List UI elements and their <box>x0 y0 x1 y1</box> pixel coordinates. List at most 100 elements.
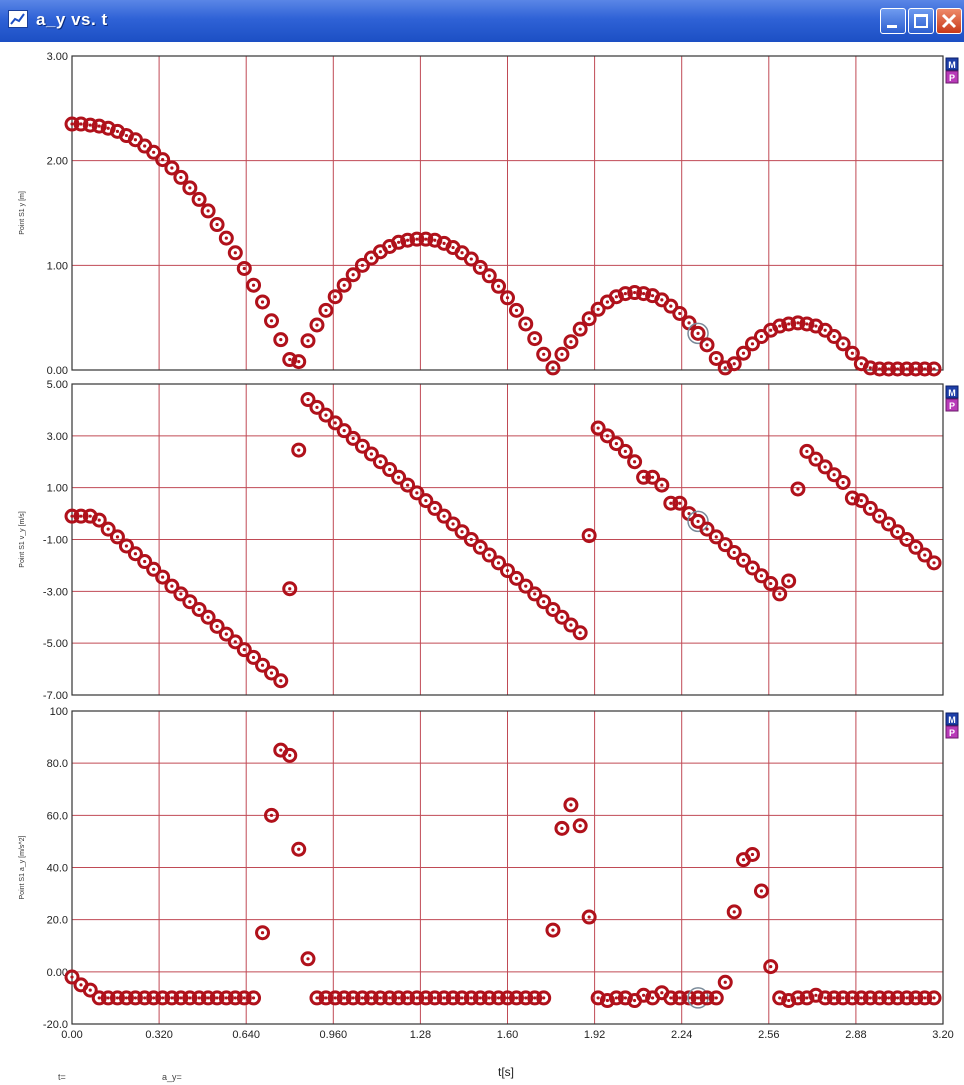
velocity-data-point[interactable] <box>336 423 352 439</box>
title-bar[interactable]: a_y vs. t <box>0 0 964 42</box>
acceleration-data-point[interactable] <box>744 846 760 862</box>
velocity-data-point[interactable] <box>726 544 742 560</box>
velocity-data-point[interactable] <box>282 581 298 597</box>
velocity-data-point[interactable] <box>436 508 452 524</box>
acceleration-data-point[interactable] <box>926 990 942 1006</box>
acceleration-data-point[interactable] <box>663 990 679 1006</box>
acceleration-data-point[interactable] <box>781 993 797 1009</box>
velocity-data-point[interactable] <box>808 451 824 467</box>
acceleration-p-button[interactable]: P <box>945 725 959 739</box>
velocity-data-point[interactable] <box>472 539 488 555</box>
velocity-data-point[interactable] <box>735 552 751 568</box>
velocity-data-point[interactable] <box>926 555 942 571</box>
acceleration-data-point[interactable] <box>236 990 252 1006</box>
acceleration-data-point[interactable] <box>726 904 742 920</box>
position-data-point[interactable] <box>862 360 878 376</box>
acceleration-data-point[interactable] <box>717 974 733 990</box>
position-data-point[interactable] <box>781 316 797 332</box>
position-data-point[interactable] <box>481 268 497 284</box>
velocity-data-point[interactable] <box>100 521 116 537</box>
acceleration-data-point[interactable] <box>173 990 189 1006</box>
velocity-p-button[interactable]: P <box>945 398 959 412</box>
position-data-point[interactable] <box>908 361 924 377</box>
acceleration-data-point[interactable] <box>282 747 298 763</box>
velocity-data-point[interactable] <box>872 508 888 524</box>
velocity-data-point[interactable] <box>109 529 125 545</box>
acceleration-data-point[interactable] <box>91 990 107 1006</box>
acceleration-data-point[interactable] <box>82 982 98 998</box>
acceleration-data-point[interactable] <box>345 990 361 1006</box>
velocity-data-point[interactable] <box>663 495 679 511</box>
position-data-point[interactable] <box>708 350 724 366</box>
position-m-button[interactable]: M <box>945 57 959 71</box>
acceleration-data-point[interactable] <box>599 993 615 1009</box>
position-data-point[interactable] <box>227 245 243 261</box>
velocity-data-point[interactable] <box>91 512 107 528</box>
velocity-data-point[interactable] <box>291 442 307 458</box>
acceleration-data-point[interactable] <box>218 990 234 1006</box>
acceleration-data-point[interactable] <box>318 990 334 1006</box>
velocity-data-point[interactable] <box>73 508 89 524</box>
position-data-point[interactable] <box>191 191 207 207</box>
position-data-point[interactable] <box>291 354 307 370</box>
position-data-point[interactable] <box>264 313 280 329</box>
velocity-data-point[interactable] <box>500 563 515 579</box>
acceleration-data-point[interactable] <box>463 990 479 1006</box>
acceleration-data-point[interactable] <box>500 990 515 1006</box>
velocity-data-point[interactable] <box>853 493 869 509</box>
position-data-point[interactable] <box>236 260 252 276</box>
position-data-point[interactable] <box>282 352 298 368</box>
velocity-data-point[interactable] <box>617 443 633 459</box>
acceleration-data-point[interactable] <box>890 990 906 1006</box>
position-data-point[interactable] <box>726 356 742 372</box>
acceleration-data-point[interactable] <box>309 990 325 1006</box>
acceleration-data-point[interactable] <box>881 990 897 1006</box>
position-data-point[interactable] <box>545 360 561 376</box>
velocity-data-point[interactable] <box>545 601 561 617</box>
position-data-point[interactable] <box>772 318 788 334</box>
velocity-data-point[interactable] <box>64 508 80 524</box>
acceleration-data-point[interactable] <box>109 990 125 1006</box>
velocity-data-point[interactable] <box>246 649 262 665</box>
position-data-point[interactable] <box>563 334 579 350</box>
acceleration-m-button[interactable]: M <box>945 712 959 726</box>
velocity-data-point[interactable] <box>400 477 416 493</box>
velocity-data-point[interactable] <box>409 485 425 501</box>
acceleration-data-point[interactable] <box>763 959 779 975</box>
acceleration-data-point[interactable] <box>137 990 153 1006</box>
velocity-data-point[interactable] <box>391 469 407 485</box>
velocity-data-point[interactable] <box>835 474 851 490</box>
acceleration-data-point[interactable] <box>708 990 724 1006</box>
maximize-button[interactable] <box>908 8 934 34</box>
velocity-data-point[interactable] <box>164 578 180 594</box>
velocity-data-point[interactable] <box>445 516 461 532</box>
acceleration-data-point[interactable] <box>799 990 815 1006</box>
acceleration-data-point[interactable] <box>554 820 570 836</box>
velocity-data-point[interactable] <box>481 547 497 563</box>
velocity-data-point[interactable] <box>354 438 370 454</box>
position-data-point[interactable] <box>881 361 897 377</box>
position-data-point[interactable] <box>590 301 606 317</box>
position-data-point[interactable] <box>581 311 597 327</box>
velocity-data-point[interactable] <box>382 462 398 478</box>
velocity-data-point[interactable] <box>917 547 933 563</box>
position-data-point[interactable] <box>182 180 198 196</box>
position-data-point[interactable] <box>146 144 162 160</box>
velocity-data-point[interactable] <box>708 529 724 545</box>
acceleration-data-point[interactable] <box>255 925 271 941</box>
position-data-point[interactable] <box>636 286 652 302</box>
velocity-data-point[interactable] <box>687 510 709 533</box>
position-data-point[interactable] <box>663 298 679 314</box>
position-data-point[interactable] <box>472 259 488 275</box>
velocity-data-point[interactable] <box>672 495 688 511</box>
position-data-point[interactable] <box>835 336 851 352</box>
velocity-data-point[interactable] <box>899 532 915 547</box>
velocity-data-point[interactable] <box>463 532 479 547</box>
velocity-data-point[interactable] <box>454 524 470 540</box>
velocity-data-point[interactable] <box>191 601 207 617</box>
position-data-point[interactable] <box>500 290 515 306</box>
velocity-data-point[interactable] <box>427 500 443 516</box>
acceleration-data-point[interactable] <box>472 990 488 1006</box>
position-data-point[interactable] <box>354 257 370 273</box>
velocity-data-point[interactable] <box>200 609 216 625</box>
